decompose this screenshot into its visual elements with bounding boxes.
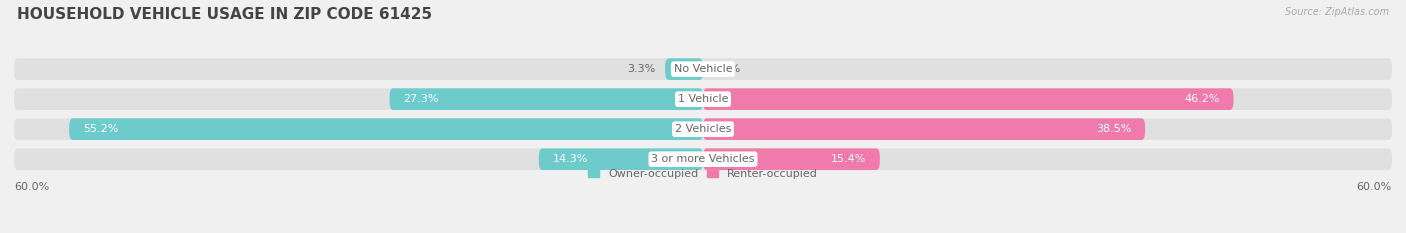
FancyBboxPatch shape	[703, 148, 880, 170]
Text: 60.0%: 60.0%	[14, 182, 49, 192]
FancyBboxPatch shape	[14, 88, 1392, 110]
Text: 1 Vehicle: 1 Vehicle	[678, 94, 728, 104]
FancyBboxPatch shape	[14, 58, 1392, 80]
Text: 38.5%: 38.5%	[1095, 124, 1132, 134]
Text: 55.2%: 55.2%	[83, 124, 118, 134]
Text: 60.0%: 60.0%	[1357, 182, 1392, 192]
Text: Source: ZipAtlas.com: Source: ZipAtlas.com	[1285, 7, 1389, 17]
Text: 14.3%: 14.3%	[553, 154, 588, 164]
Text: 2 Vehicles: 2 Vehicles	[675, 124, 731, 134]
FancyBboxPatch shape	[665, 58, 703, 80]
FancyBboxPatch shape	[703, 88, 1233, 110]
FancyBboxPatch shape	[703, 118, 1144, 140]
Legend: Owner-occupied, Renter-occupied: Owner-occupied, Renter-occupied	[588, 169, 818, 179]
Text: 46.2%: 46.2%	[1184, 94, 1219, 104]
Text: 3.3%: 3.3%	[627, 64, 657, 74]
FancyBboxPatch shape	[538, 148, 703, 170]
Text: 3 or more Vehicles: 3 or more Vehicles	[651, 154, 755, 164]
Text: 0.0%: 0.0%	[713, 64, 741, 74]
FancyBboxPatch shape	[14, 118, 1392, 140]
FancyBboxPatch shape	[389, 88, 703, 110]
Text: No Vehicle: No Vehicle	[673, 64, 733, 74]
FancyBboxPatch shape	[14, 148, 1392, 170]
Text: 15.4%: 15.4%	[831, 154, 866, 164]
FancyBboxPatch shape	[69, 118, 703, 140]
Text: 27.3%: 27.3%	[404, 94, 439, 104]
Text: HOUSEHOLD VEHICLE USAGE IN ZIP CODE 61425: HOUSEHOLD VEHICLE USAGE IN ZIP CODE 6142…	[17, 7, 432, 22]
